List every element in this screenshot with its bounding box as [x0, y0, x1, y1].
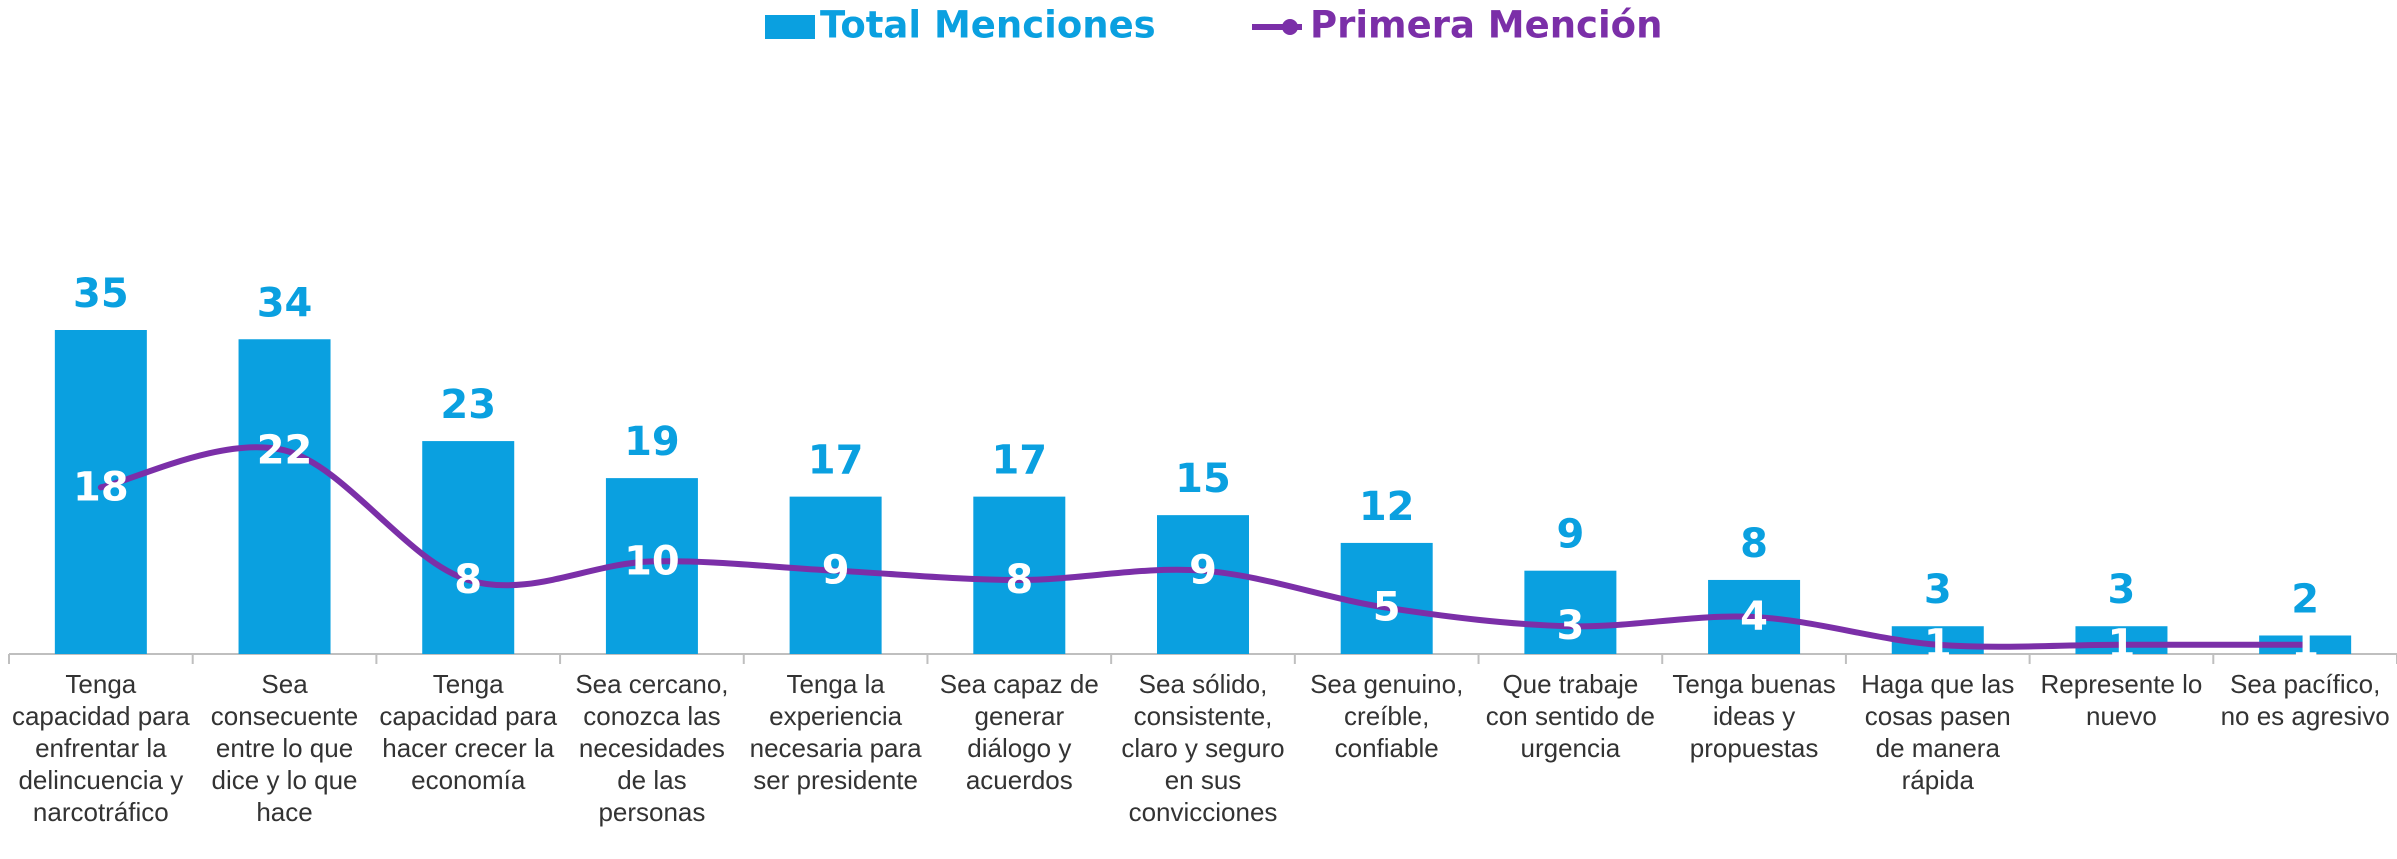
x-tick-label: Sea genuino, creíble, confiable: [1310, 669, 1464, 763]
bar-value-label: 12: [1359, 484, 1415, 530]
bar-value-label: 3: [1924, 567, 1952, 613]
line-value-label: 10: [624, 538, 680, 584]
line-value-label: 1: [1924, 622, 1952, 668]
x-tick-label: Haga que las cosas pasen de manera rápid…: [1861, 669, 2015, 795]
bar-value-label: 35: [73, 271, 129, 317]
legend-label: Primera Mención: [1310, 4, 1662, 47]
bar-value-label: 8: [1740, 521, 1768, 567]
line-value-label: 9: [822, 548, 850, 594]
bar-value-label: 2: [2291, 576, 2319, 622]
line-value-label: 1: [2108, 622, 2136, 668]
bar-value-label: 19: [624, 419, 680, 465]
x-tick-label: Que trabaje con sentido de urgencia: [1485, 669, 1655, 763]
bar-value-label: 23: [440, 382, 496, 428]
bar: [973, 496, 1066, 654]
x-tick-label: Sea consecuente entre lo que dice y lo q…: [210, 669, 359, 827]
legend-swatch: [765, 15, 815, 39]
bar: [54, 330, 147, 654]
line: [97, 444, 2309, 650]
x-tick-label: Sea sólido, consistente, claro y seguro …: [1121, 669, 1285, 827]
bar-value-label: 9: [1556, 512, 1584, 558]
line-value-label: 1: [2291, 622, 2319, 668]
x-tick-label: Tenga capacidad para hacer crecer la eco…: [379, 669, 558, 795]
bar: [2075, 626, 2168, 654]
line-value-label: 22: [257, 427, 313, 473]
bar-value-label: 34: [257, 280, 313, 326]
bar: [1157, 515, 1249, 654]
line-value-label: 9: [1189, 548, 1217, 594]
bar: [238, 339, 331, 654]
legend-swatch: [1282, 19, 1298, 35]
legend-label: Total Menciones: [820, 4, 1156, 47]
line-value-label: 5: [1373, 585, 1401, 631]
x-tick-label: Sea pacífico, no es agresivo: [2220, 669, 2390, 731]
line-value-label: 8: [454, 557, 482, 603]
line-value-label: 18: [73, 464, 129, 510]
line-value-label: 8: [1005, 557, 1033, 603]
bar-value-label: 17: [991, 438, 1047, 484]
x-tick-label: Tenga la experiencia necesaria para ser …: [749, 669, 922, 795]
line-value-label: 3: [1556, 603, 1584, 649]
bar: [1340, 542, 1433, 654]
bar-value-label: 15: [1175, 456, 1231, 502]
line-value-label: 4: [1740, 594, 1768, 640]
x-tick-label: Tenga buenas ideas y propuestas: [1672, 669, 1836, 763]
bar: [1524, 570, 1617, 654]
bar-value-label: 3: [2108, 567, 2136, 613]
x-tick-label: Represente lo nuevo: [2040, 669, 2203, 731]
x-tick-label: Tenga capacidad para enfrentar la delinc…: [11, 669, 190, 827]
bar: [422, 441, 515, 654]
x-tick-label: Sea cercano, conozca las necesidades de …: [575, 669, 729, 827]
x-tick-label: Sea capaz de generar diálogo y acuerdos: [939, 669, 1099, 795]
bar-value-label: 17: [808, 438, 864, 484]
